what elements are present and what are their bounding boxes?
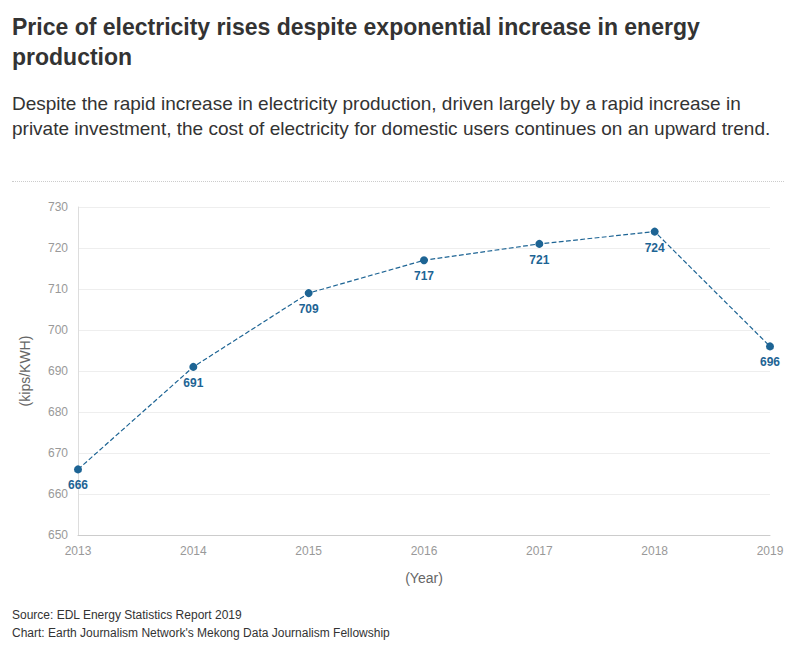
svg-text:670: 670 <box>48 446 68 460</box>
html-text:Price of electricity rises des: Price of electricity rises despite expon… <box>12 14 700 70</box>
svg-text:691: 691 <box>183 376 203 390</box>
svg-text:721: 721 <box>529 253 549 267</box>
html-text:Despite the rapid increase in: Despite the rapid increase in electricit… <box>12 93 771 139</box>
svg-text:696: 696 <box>760 355 780 369</box>
svg-text:724: 724 <box>645 241 665 255</box>
svg-text:710: 710 <box>48 282 68 296</box>
svg-text:660: 660 <box>48 487 68 501</box>
svg-text:720: 720 <box>48 241 68 255</box>
svg-text:690: 690 <box>48 364 68 378</box>
svg-text:680: 680 <box>48 405 68 419</box>
svg-text:(kips/KWH): (kips/KWH) <box>17 336 33 407</box>
svg-text:717: 717 <box>414 269 434 283</box>
svg-text:709: 709 <box>299 302 319 316</box>
html-text:Source: EDL Energy Statistics: Source: EDL Energy Statistics Report 201… <box>12 608 242 622</box>
svg-text:2017: 2017 <box>526 544 553 558</box>
html-text:Chart: Earth Journalism Networ: Chart: Earth Journalism Network's Mekong… <box>12 626 390 640</box>
svg-text:2016: 2016 <box>411 544 438 558</box>
svg-text:650: 650 <box>48 528 68 542</box>
svg-text:2014: 2014 <box>180 544 207 558</box>
svg-text:2015: 2015 <box>295 544 322 558</box>
svg-text:(Year): (Year) <box>405 570 443 586</box>
svg-text:2018: 2018 <box>641 544 668 558</box>
svg-text:730: 730 <box>48 200 68 214</box>
svg-text:2013: 2013 <box>65 544 92 558</box>
svg-text:700: 700 <box>48 323 68 337</box>
svg-text:2019: 2019 <box>757 544 784 558</box>
svg-text:666: 666 <box>68 478 88 492</box>
